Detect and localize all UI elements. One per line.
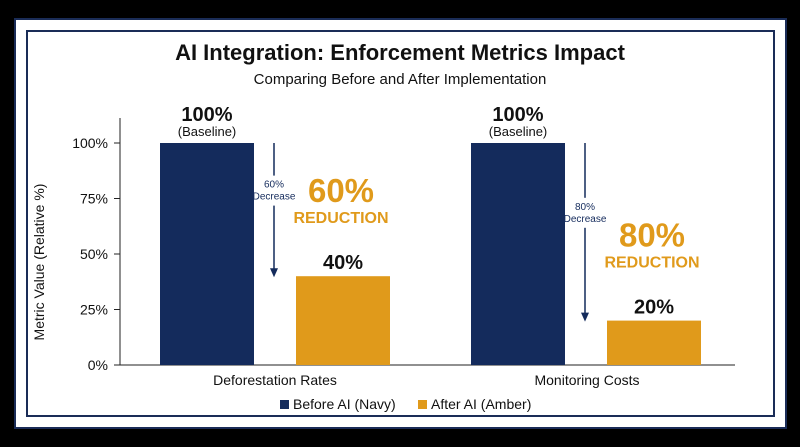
bar-before-1 — [160, 143, 254, 365]
y-tick-label: 100% — [72, 135, 108, 151]
y-tick-label: 50% — [80, 246, 108, 262]
bar-after-2 — [607, 320, 701, 365]
baseline-note-label: (Baseline) — [178, 124, 237, 139]
arrow-label-bg — [254, 175, 294, 206]
legend: Before AI (Navy) After AI (Amber) — [280, 396, 531, 412]
arrow-label-bg — [565, 197, 605, 228]
arrow-label-word: Decrease — [564, 214, 607, 225]
y-axis-label: Metric Value (Relative %) — [31, 184, 47, 341]
after-value-label: 20% — [634, 297, 674, 319]
reduction-word-label: REDUCTION — [604, 255, 699, 272]
legend-swatch-1 — [280, 400, 289, 409]
baseline-value-label: 100% — [181, 104, 232, 126]
labels-group: 100%(Baseline)40%60%REDUCTION60%Decrease… — [178, 104, 700, 322]
chart-subtitle: Comparing Before and After Implementatio… — [254, 71, 547, 88]
reduction-value-label: 60% — [308, 172, 374, 209]
legend-label-1: Before AI (Navy) — [293, 396, 396, 412]
arrow-label-word: Decrease — [253, 192, 296, 203]
x-category-label: Monitoring Costs — [534, 372, 639, 388]
bars-group — [160, 143, 701, 365]
x-axis-ticks: Deforestation Rates Monitoring Costs — [213, 372, 639, 388]
baseline-note-label: (Baseline) — [489, 124, 548, 139]
chart-panel-inner-border — [26, 30, 775, 417]
y-tick-label: 25% — [80, 302, 108, 318]
y-tick-label: 0% — [88, 357, 108, 373]
bar-after-1 — [296, 276, 390, 365]
arrow-label-percent: 80% — [575, 202, 595, 213]
baseline-value-label: 100% — [492, 104, 543, 126]
y-axis-ticks: 0% 25% 50% 75% 100% — [72, 135, 120, 373]
y-tick-label: 75% — [80, 191, 108, 207]
legend-label-2: After AI (Amber) — [431, 396, 531, 412]
after-value-label: 40% — [323, 252, 363, 274]
decrease-arrow-head — [581, 312, 589, 322]
arrow-label-percent: 60% — [264, 180, 284, 191]
chart-panel — [14, 18, 787, 429]
chart-title: AI Integration: Enforcement Metrics Impa… — [175, 40, 626, 65]
legend-swatch-2 — [418, 400, 427, 409]
reduction-value-label: 80% — [619, 217, 685, 254]
bar-before-2 — [471, 143, 565, 365]
decrease-arrow-head — [270, 268, 278, 278]
x-category-label: Deforestation Rates — [213, 372, 337, 388]
reduction-word-label: REDUCTION — [293, 210, 388, 227]
